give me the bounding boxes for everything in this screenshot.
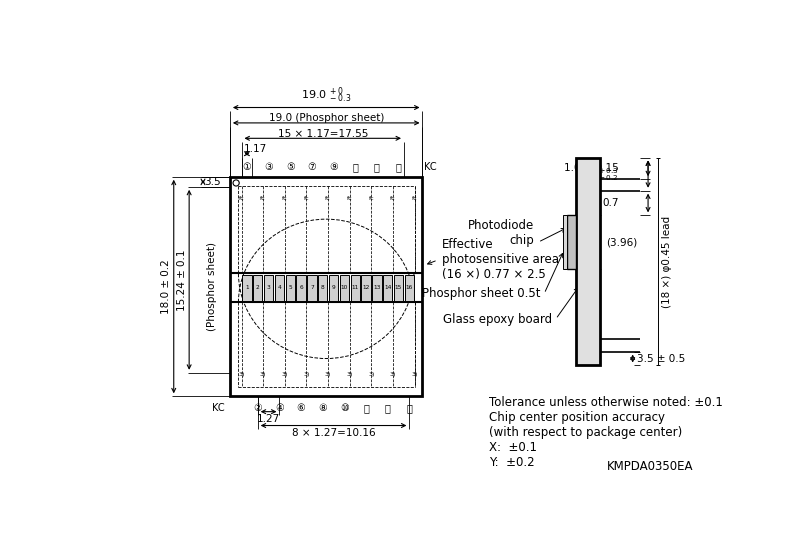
Text: 3): 3) bbox=[368, 372, 375, 377]
Text: fc: fc bbox=[239, 196, 245, 201]
Text: ⑫: ⑫ bbox=[363, 403, 369, 413]
Bar bbox=[567, 216, 577, 269]
Bar bbox=[318, 275, 327, 301]
Text: ④: ④ bbox=[275, 403, 284, 413]
Text: Tolerance unless otherwise noted: ±0.1
Chip center position accuracy
(with respe: Tolerance unless otherwise noted: ±0.1 C… bbox=[489, 396, 724, 469]
Bar bbox=[577, 157, 600, 365]
Text: (3.96): (3.96) bbox=[606, 237, 637, 247]
Bar bbox=[253, 275, 263, 301]
Text: ⑩: ⑩ bbox=[340, 403, 349, 413]
Text: 15 × 1.17=17.55: 15 × 1.17=17.55 bbox=[278, 129, 368, 138]
Text: ⑯: ⑯ bbox=[406, 403, 413, 413]
Bar bbox=[350, 275, 360, 301]
Text: ⑨: ⑨ bbox=[329, 162, 338, 172]
Text: 3): 3) bbox=[303, 372, 309, 377]
Text: Effective
photosensitive area
(16 ×) 0.77 × 2.5: Effective photosensitive area (16 ×) 0.7… bbox=[442, 238, 559, 281]
Text: 3): 3) bbox=[346, 372, 353, 377]
Text: ⑪: ⑪ bbox=[352, 162, 358, 172]
Text: $1.2^{\ +0.3}_{\ -0.2}$: $1.2^{\ +0.3}_{\ -0.2}$ bbox=[578, 166, 619, 182]
Text: 3: 3 bbox=[267, 285, 271, 290]
Text: 14: 14 bbox=[384, 285, 391, 290]
Bar bbox=[230, 177, 422, 396]
Text: Glass epoxy board: Glass epoxy board bbox=[443, 313, 552, 326]
Bar bbox=[361, 275, 371, 301]
Text: 2: 2 bbox=[256, 285, 260, 290]
Bar bbox=[297, 275, 305, 301]
Text: fc: fc bbox=[412, 196, 417, 201]
Bar bbox=[340, 275, 349, 301]
Text: 18.0 ± 0.2: 18.0 ± 0.2 bbox=[161, 259, 171, 314]
Text: 6: 6 bbox=[299, 285, 303, 290]
Text: ⑥: ⑥ bbox=[297, 403, 305, 413]
Text: 16: 16 bbox=[406, 285, 413, 290]
Text: ⑤: ⑤ bbox=[286, 162, 294, 172]
Text: ③: ③ bbox=[264, 162, 273, 172]
Text: 8 × 1.27=10.16: 8 × 1.27=10.16 bbox=[292, 428, 376, 438]
Text: ⑦: ⑦ bbox=[308, 162, 316, 172]
Text: 1.17: 1.17 bbox=[244, 144, 267, 154]
Text: ⑭: ⑭ bbox=[385, 403, 391, 413]
Text: fc: fc bbox=[347, 196, 353, 201]
Text: 9: 9 bbox=[331, 285, 335, 290]
Bar bbox=[264, 275, 273, 301]
Text: ⑧: ⑧ bbox=[318, 403, 327, 413]
Text: (18 ×) φ0.45 lead: (18 ×) φ0.45 lead bbox=[662, 216, 672, 307]
Text: 3): 3) bbox=[238, 372, 245, 377]
Text: $19.0^{\ +0}_{\ -0.3}$: $19.0^{\ +0}_{\ -0.3}$ bbox=[301, 86, 352, 105]
Bar bbox=[307, 275, 316, 301]
Text: fc: fc bbox=[368, 196, 374, 201]
Text: 3.5 ± 0.5: 3.5 ± 0.5 bbox=[637, 353, 685, 363]
Text: 1: 1 bbox=[245, 285, 249, 290]
Text: (Phosphor sheet): (Phosphor sheet) bbox=[208, 242, 217, 331]
Text: 5: 5 bbox=[288, 285, 292, 290]
Bar bbox=[286, 275, 295, 301]
Text: 4: 4 bbox=[278, 285, 282, 290]
Text: Phosphor sheet 0.5t: Phosphor sheet 0.5t bbox=[422, 287, 540, 300]
Text: 12: 12 bbox=[362, 285, 370, 290]
Text: Photodiode
chip: Photodiode chip bbox=[468, 219, 534, 247]
Text: fc: fc bbox=[391, 196, 396, 201]
Text: 3): 3) bbox=[260, 372, 267, 377]
Text: KC: KC bbox=[212, 403, 225, 413]
Bar bbox=[394, 275, 403, 301]
Text: 3): 3) bbox=[282, 372, 288, 377]
Bar bbox=[275, 275, 284, 301]
Text: 3.5: 3.5 bbox=[204, 177, 221, 187]
Bar bbox=[563, 216, 567, 269]
Text: 3): 3) bbox=[412, 372, 418, 377]
Text: KC: KC bbox=[424, 162, 436, 172]
Text: fc: fc bbox=[260, 196, 266, 201]
Text: ②: ② bbox=[253, 403, 262, 413]
Text: 15.24 ± 0.1: 15.24 ± 0.1 bbox=[178, 249, 187, 311]
Text: ①: ① bbox=[242, 162, 252, 172]
Text: 11: 11 bbox=[352, 285, 359, 290]
Text: 10: 10 bbox=[341, 285, 348, 290]
Bar bbox=[383, 275, 392, 301]
Text: 15: 15 bbox=[394, 285, 402, 290]
Bar bbox=[329, 275, 338, 301]
Text: 8: 8 bbox=[321, 285, 324, 290]
Text: 1.0 ± 0.15: 1.0 ± 0.15 bbox=[564, 163, 619, 173]
Bar bbox=[372, 275, 382, 301]
Bar bbox=[242, 275, 252, 301]
Text: 3): 3) bbox=[325, 372, 331, 377]
Text: 19.0 (Phosphor sheet): 19.0 (Phosphor sheet) bbox=[268, 113, 384, 123]
Text: fc: fc bbox=[304, 196, 309, 201]
Text: 7: 7 bbox=[310, 285, 314, 290]
Text: fc: fc bbox=[282, 196, 288, 201]
Text: 3): 3) bbox=[390, 372, 396, 377]
Text: 0.7: 0.7 bbox=[602, 198, 619, 208]
Text: 13: 13 bbox=[373, 285, 380, 290]
Text: ⑬: ⑬ bbox=[374, 162, 380, 172]
Text: fc: fc bbox=[325, 196, 331, 201]
Bar bbox=[405, 275, 414, 301]
Text: ⑮: ⑮ bbox=[395, 162, 402, 172]
Text: KMPDA0350EA: KMPDA0350EA bbox=[607, 460, 694, 473]
Text: 1.27: 1.27 bbox=[257, 414, 280, 425]
